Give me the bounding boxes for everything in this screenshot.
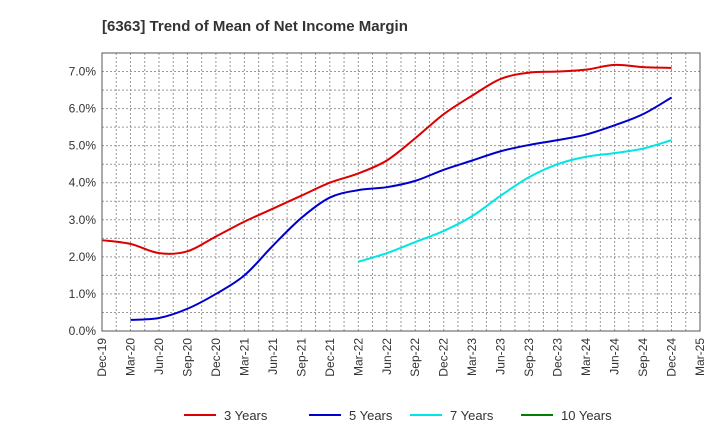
x-tick-label: Mar-22	[351, 338, 365, 376]
x-tick-label: Dec-22	[437, 338, 451, 377]
x-tick-label: Sep-22	[408, 338, 422, 377]
x-tick-label: Jun-20	[152, 338, 166, 375]
y-tick-label: 4.0%	[69, 176, 97, 190]
y-tick-label: 5.0%	[69, 139, 97, 153]
x-tick-label: Dec-20	[209, 338, 223, 377]
x-tick-label: Mar-24	[579, 338, 593, 376]
x-tick-label: Jun-24	[608, 338, 622, 375]
x-tick-label: Mar-21	[237, 338, 251, 376]
grid-lines	[101, 52, 701, 332]
plot-area-frame	[101, 52, 701, 332]
legend-label-7-years: 7 Years	[450, 408, 494, 423]
y-tick-label: 3.0%	[69, 213, 97, 227]
x-tick-label: Sep-24	[636, 338, 650, 377]
legend-label-3-years: 3 Years	[224, 408, 268, 423]
x-tick-label: Mar-23	[465, 338, 479, 376]
legend-label-5-years: 5 Years	[349, 408, 393, 423]
y-tick-label: 0.0%	[69, 324, 97, 338]
legend: 3 Years 5 Years 7 Years 10 Years	[184, 408, 612, 423]
series-line-5-years	[130, 96, 673, 321]
x-tick-label: Dec-24	[665, 338, 679, 377]
y-axis-ticks: 0.0% 1.0% 2.0% 3.0% 4.0% 5.0% 6.0% 7.0%	[69, 65, 97, 338]
legend-label-10-years: 10 Years	[561, 408, 612, 423]
x-tick-label: Sep-23	[522, 338, 536, 377]
x-tick-label: Jun-21	[266, 338, 280, 375]
y-tick-label: 6.0%	[69, 102, 97, 116]
x-tick-label: Dec-21	[323, 338, 337, 377]
x-tick-label: Dec-23	[551, 338, 565, 377]
y-tick-label: 1.0%	[69, 287, 97, 301]
series-line-3-years	[101, 63, 672, 255]
x-tick-label: Jun-23	[494, 338, 508, 375]
series-line-7-years	[358, 139, 672, 263]
x-tick-label: Mar-20	[123, 338, 137, 376]
x-tick-label: Dec-19	[95, 338, 109, 377]
series-lines	[101, 63, 673, 321]
chart-title: [6363] Trend of Mean of Net Income Margi…	[102, 18, 408, 35]
x-tick-label: Jun-22	[380, 338, 394, 375]
y-tick-label: 2.0%	[69, 250, 97, 264]
x-tick-label: Sep-21	[294, 338, 308, 377]
x-axis-ticks: Dec-19 Mar-20 Jun-20 Sep-20 Dec-20 Mar-21 Jun-…	[95, 338, 707, 377]
x-tick-label: Sep-20	[180, 338, 194, 377]
x-tick-label: Mar-25	[693, 338, 707, 376]
y-tick-label: 7.0%	[69, 65, 97, 79]
